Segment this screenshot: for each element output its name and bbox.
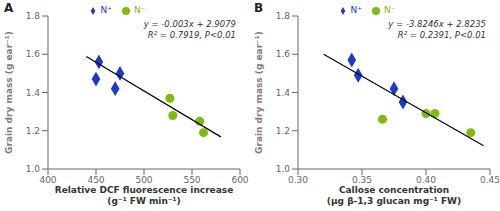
svg-text:0.45: 0.45	[480, 175, 492, 185]
svg-text:450: 450	[87, 175, 104, 185]
svg-text:0.40: 0.40	[416, 175, 436, 185]
svg-text:1.0: 1.0	[276, 164, 291, 174]
svg-text:1.4: 1.4	[26, 88, 41, 98]
html-text:N⁻: N⁻	[134, 5, 146, 15]
svg-text:1.8: 1.8	[276, 11, 291, 21]
svg-text:1.0: 1.0	[26, 164, 41, 174]
svg-text:1.6: 1.6	[276, 49, 291, 59]
svg-text:y = -0.003x + 2.9079: y = -0.003x + 2.9079	[143, 19, 236, 29]
svg-text:1.4: 1.4	[276, 88, 291, 98]
svg-text:0.35: 0.35	[352, 175, 372, 185]
html-text:N⁻: N⁻	[384, 5, 396, 15]
svg-text:550: 550	[183, 175, 200, 185]
svg-text:1.2: 1.2	[276, 126, 290, 136]
svg-text:Grain dry mass (g ear⁻¹): Grain dry mass (g ear⁻¹)	[8, 31, 14, 154]
svg-text:1.6: 1.6	[26, 49, 41, 59]
html-text:N⁺: N⁺	[350, 5, 362, 15]
svg-text:Callose concentration(μg β-1,3: Callose concentration(μg β-1,3 glucan mg…	[327, 185, 461, 206]
svg-text:1.8: 1.8	[26, 11, 41, 21]
svg-text:600: 600	[231, 175, 248, 185]
svg-text:Relative DCF fluorescence incr: Relative DCF fluorescence increase(g⁻¹ F…	[55, 185, 234, 206]
html-text:N⁺: N⁺	[100, 5, 112, 15]
svg-text:500: 500	[135, 175, 152, 185]
svg-text:0.30: 0.30	[288, 175, 308, 185]
svg-text:Grain dry mass (g ear⁻¹): Grain dry mass (g ear⁻¹)	[254, 31, 264, 154]
svg-text:R² = 0.7919, P<0.01: R² = 0.7919, P<0.01	[148, 30, 236, 40]
svg-text:R² = 0.2391, P<0.01: R² = 0.2391, P<0.01	[398, 30, 486, 40]
svg-text:y = -3.8246x + 2.8235: y = -3.8246x + 2.8235	[387, 19, 486, 29]
html-text:A: A	[4, 1, 14, 15]
svg-text:400: 400	[39, 175, 56, 185]
html-text:B: B	[254, 1, 264, 15]
svg-text:1.2: 1.2	[26, 126, 40, 136]
